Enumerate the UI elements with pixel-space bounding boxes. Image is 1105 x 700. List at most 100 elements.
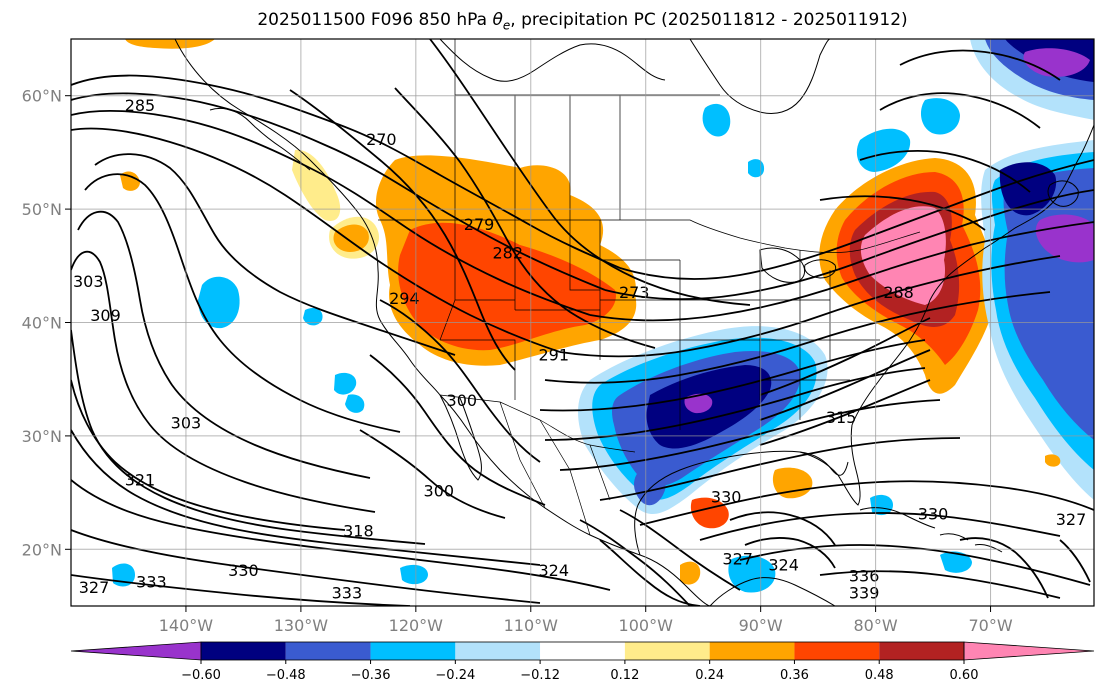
coastline-caribbean-islands [859,507,1003,553]
precip-fill-se-purple [684,393,713,414]
precip-fill-caribbean-blue [728,555,776,593]
precip-fill-pacific-cell-3 [334,372,357,395]
coastline-baja [439,394,482,481]
coastline-gulf [634,450,849,556]
contour-line [959,537,1049,599]
contour-line [619,509,741,591]
contour-label: 300 [447,391,478,410]
contour-line [559,255,1061,358]
contour-line [819,570,1061,599]
lat-tick-label: 20°N [22,540,62,559]
contour-label: 330 [711,487,742,506]
lon-tick-label: 110°W [504,616,559,635]
contour-line [84,173,401,433]
colorbar-tick-label: −0.12 [520,668,560,683]
contour-label: 330 [228,561,259,580]
coastline-great-lakes [759,247,837,283]
contour-line [604,189,1094,301]
precip-fill-canada-small [748,159,765,178]
contour-label: 327 [79,578,110,597]
colorbar-tick-label: −0.60 [181,668,221,683]
precip-fill-pacific-cell-2 [303,308,323,326]
coastline-arctic [439,39,666,82]
precip-fill-nw-coast [292,149,341,221]
lon-tick-label: 130°W [274,616,329,635]
contour-line [71,250,376,513]
contour-label: 333 [332,584,363,603]
precip-fill-hudson-cell [702,103,731,137]
colorbar-tick-label: 0.48 [865,668,894,683]
axis-tick-layer: 20°N 30°N 40°N 50°N 60°N 140°W 130°W 120°W 110°W… [22,87,1013,635]
contour-line [559,399,941,471]
contour-line [544,291,1051,384]
gridline-layer [71,39,1094,606]
contour-label: 315 [826,408,857,427]
colorbar-tick-label: 0.36 [780,668,809,683]
coastline-newfoundland [1047,180,1079,207]
map-title: 2025011500 F096 850 hPa θe, precipitatio… [257,10,908,33]
contour-line [71,109,591,316]
colorbar-tick-label: −0.48 [266,668,306,683]
contour-label: 294 [389,289,420,308]
lat-tick-label: 50°N [22,200,62,219]
precip-fill-gulf-cell [870,494,893,516]
lat-tick-label: 40°N [22,314,62,333]
colorbar-extend-low [70,641,202,661]
colorbar-tick-label: 0.60 [950,668,979,683]
contour-label: 330 [918,504,949,523]
colorbar-swatch [540,642,625,660]
precip-fill-caribbean-orange [772,467,813,499]
precip-fill-quebec-cell [856,128,911,172]
colorbar-swatch [285,642,371,660]
border-canada-provinces [454,39,720,220]
contour-line [699,512,1061,541]
coastline-hudson [689,39,831,114]
contour-line [94,153,456,356]
contour-line [71,379,346,531]
contour-line [77,210,371,479]
contour-label: 270 [366,130,397,149]
contour-line [759,317,931,396]
border-states-east [760,250,880,420]
contour-line [71,479,611,591]
colorbar-swatch [709,642,795,660]
colorbar-frame [200,641,965,661]
lon-tick-label: 100°W [619,616,674,635]
precip-fill-pacific-cell-4 [345,394,365,413]
colorbar-tick-label: −0.36 [351,668,391,683]
contour-label: 285 [125,96,156,115]
colorbar-tick-label: 0.12 [610,668,639,683]
contour-line [859,149,1031,193]
precip-fill-atl-cell-6 [940,551,972,573]
lat-tick-label: 30°N [22,427,62,446]
contour-label: 336 [849,567,880,586]
precip-fill-atl-orange-cell [1045,454,1061,467]
lon-tick-label: 80°W [854,616,898,635]
contour-line [394,87,656,349]
lon-tick-label: 70°W [968,616,1012,635]
contour-line [589,221,1094,322]
contour-label: 288 [883,283,914,302]
contour-line [359,429,506,519]
coastline-north-america-west [174,39,711,606]
contour-label: 309 [90,306,121,325]
contour-line [71,574,411,606]
border-states-west [439,220,601,400]
contour-line [379,299,541,463]
precip-fill-pacific-cell-5 [400,564,428,585]
precip-fill-caribbean-orange-2 [680,561,701,585]
contour-line [579,519,691,606]
colorbar-swatch [201,642,286,660]
contour-line [599,539,701,606]
lat-tick-label: 60°N [22,87,62,106]
contour-line [71,74,621,269]
coastline-florida [799,424,861,506]
contour-label: 339 [849,584,880,603]
precip-fill-pacific-cell [198,276,240,329]
precip-fill-west-redorange [398,222,616,351]
contour-line [71,429,541,566]
contour-line [619,159,1094,280]
contour-label: 321 [125,470,156,489]
precip-fill-gulf-blue [634,468,666,506]
